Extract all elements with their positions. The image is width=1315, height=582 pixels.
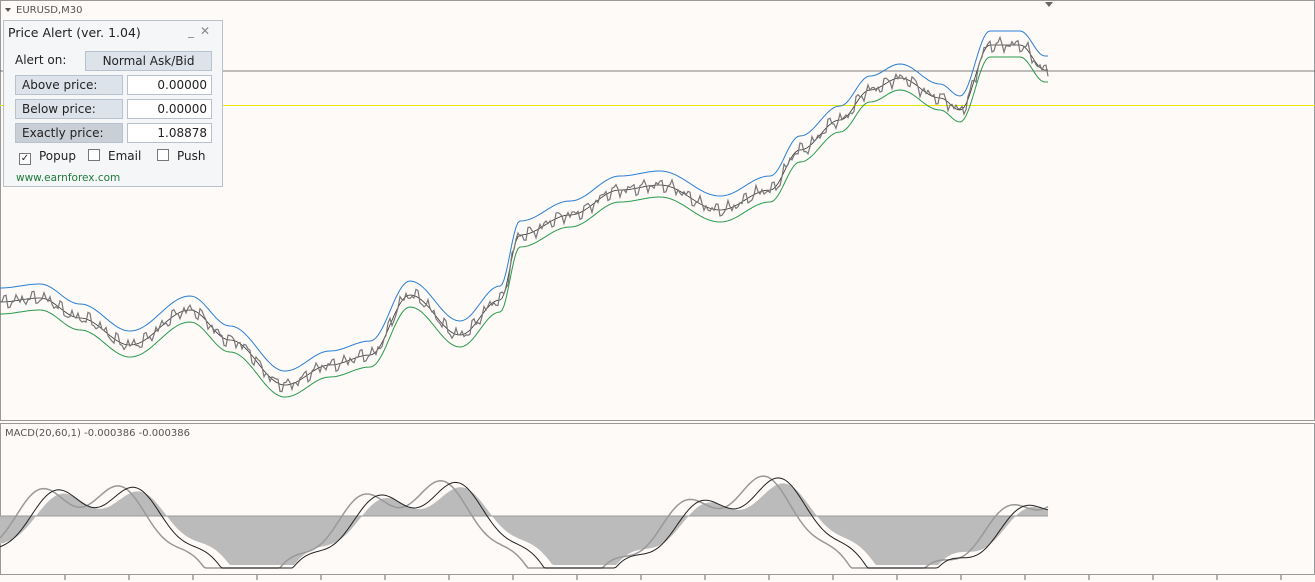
- checkbox-label: Email: [108, 149, 142, 163]
- check-box[interactable]: [157, 149, 169, 161]
- checkbox-label: Push: [177, 149, 206, 163]
- price-input[interactable]: 0.00000: [127, 75, 212, 95]
- sub-frame: [0, 423, 1315, 575]
- price-input[interactable]: 0.00000: [127, 99, 212, 119]
- checkbox[interactable]: ✓ Popup: [19, 149, 76, 165]
- checkbox[interactable]: Email: [88, 149, 141, 163]
- upper-band: [0, 30, 1048, 372]
- price: [0, 35, 1049, 393]
- alert-panel: Price Alert (ver. 1.04) _✕ Alert on: Nor…: [3, 20, 223, 187]
- row-label[interactable]: Below price:: [15, 99, 123, 119]
- macd-histogram: [0, 483, 1048, 565]
- checkbox[interactable]: Push: [157, 149, 206, 163]
- chart-label: EURUSD,M30: [16, 5, 82, 16]
- panel-title: Price Alert (ver. 1.04): [8, 25, 141, 40]
- row-label[interactable]: Above price:: [15, 75, 123, 95]
- mode-button[interactable]: Normal Ask/Bid: [85, 51, 212, 71]
- checkbox-label: Popup: [39, 149, 76, 163]
- menu-arrow: [5, 8, 11, 12]
- middle-band: [0, 44, 1048, 386]
- shift-marker: [1045, 2, 1053, 7]
- price-input[interactable]: 1.08878: [127, 123, 212, 143]
- indicator-label: MACD(20,60,1) -0.000386 -0.000386: [5, 428, 190, 439]
- plot: [0, 30, 1282, 580]
- row-label[interactable]: Exactly price:: [15, 123, 123, 143]
- alert-on-label: Alert on:: [15, 53, 67, 67]
- check-box[interactable]: ✓: [19, 153, 31, 165]
- signal-line: [0, 477, 1049, 569]
- check-box[interactable]: [88, 149, 100, 161]
- link[interactable]: www.earnforex.com: [16, 172, 121, 184]
- lower-band: [0, 56, 1048, 398]
- window-controls[interactable]: _✕: [187, 24, 216, 38]
